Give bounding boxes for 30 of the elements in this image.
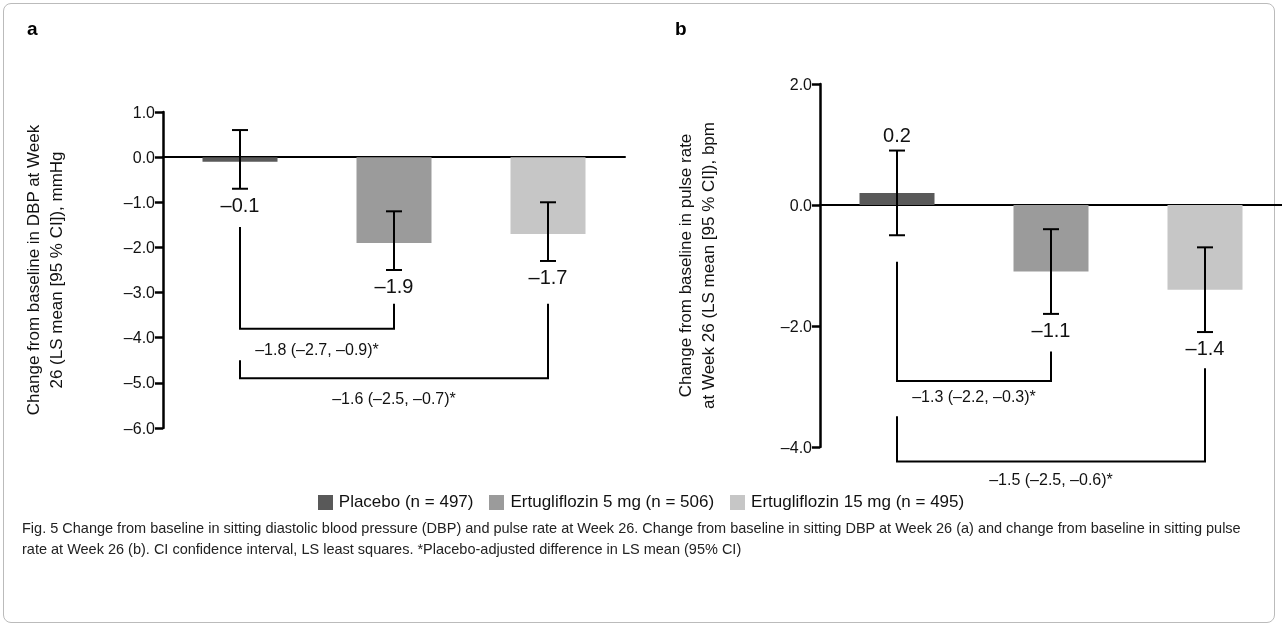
y-tick-label: 2.0 xyxy=(789,75,813,93)
legend-label: Placebo (n = 497) xyxy=(338,492,474,512)
y-tick-label: –2.0 xyxy=(123,238,156,256)
y-tick-label: –1.0 xyxy=(123,193,156,211)
y-axis-title: Change from baseline in DBP at Week 26 (LS mean [95 % CI]), mmHg xyxy=(24,124,66,416)
text: a xyxy=(27,18,38,39)
y-tick-label: –4.0 xyxy=(123,329,156,347)
y-tick-label: 1.0 xyxy=(132,103,156,121)
y-tick-label: –6.0 xyxy=(123,419,156,437)
y-axis-title: Change from baseline in pulse rate at Week 26 (LS mean [95 % CI]), bpm xyxy=(676,122,718,409)
annotation: –1.6 (–2.5, –0.7)* xyxy=(332,390,456,408)
annotation: –1.8 (–2.7, –0.9)* xyxy=(255,340,379,358)
text: –1.5 (–2.5, –0.6)* xyxy=(989,471,1113,489)
data-label: –1.9 xyxy=(374,275,414,297)
y-tick-label: 0.0 xyxy=(132,148,156,166)
legend-label: Ertugliflozin 15 mg (n = 495) xyxy=(751,492,965,512)
data-label: –1.4 xyxy=(1185,337,1225,360)
data-label: –1.1 xyxy=(1031,318,1071,341)
y-tick-label: 0.0 xyxy=(789,196,813,214)
y-tick-label: –3.0 xyxy=(123,284,156,302)
data-label: –1.7 xyxy=(528,265,568,288)
legend-label: Ertugliflozin 5 mg (n = 506) xyxy=(510,492,715,512)
y-tick-label: –2.0 xyxy=(780,317,813,335)
y-tick-label: –5.0 xyxy=(123,374,156,392)
y-tick-label: –4.0 xyxy=(780,438,813,456)
caption: Fig. 5 Change from baseline in sitting diastolic blood pressure (DBP) and pulse rate at Week 26. Change from baseline in sitting DBP at Week 26 (a) and change from baseline in sitting pulse rate at Week 26 (b). CI confidence interval, LS least squares. *Placebo-adjusted difference in LS mean (95% CI) xyxy=(22,519,1242,559)
annotation: –1.3 (–2.2, –0.3)* xyxy=(912,388,1036,406)
chart-title: b xyxy=(675,18,687,39)
data-label: 0.2 xyxy=(883,123,911,146)
data-label: –0.1 xyxy=(220,193,260,216)
